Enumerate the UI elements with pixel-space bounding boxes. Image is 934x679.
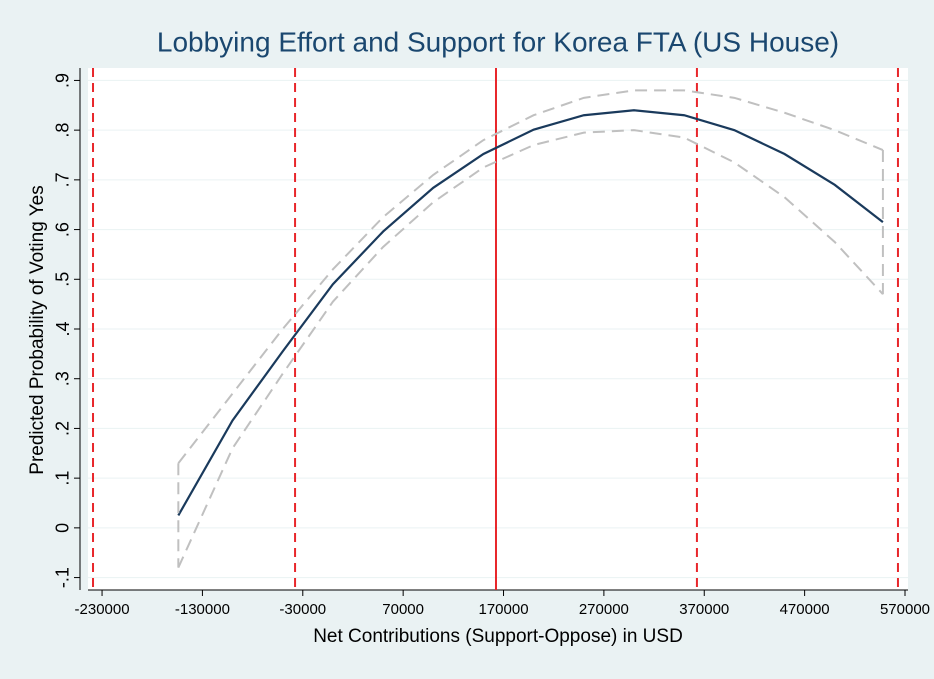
y-tick-label: .2 bbox=[53, 421, 73, 436]
x-axis-title: Net Contributions (Support-Oppose) in US… bbox=[313, 626, 683, 647]
x-tick-label: 570000 bbox=[880, 601, 930, 618]
chart-title: Lobbying Effort and Support for Korea FT… bbox=[157, 26, 839, 57]
y-tick-label: 0 bbox=[53, 523, 73, 533]
y-tick-label: .8 bbox=[53, 123, 73, 138]
x-tick-label: 470000 bbox=[780, 601, 830, 618]
x-tick-label: -230000 bbox=[75, 601, 130, 618]
y-tick-label: .7 bbox=[53, 172, 73, 187]
x-tick-label: -30000 bbox=[279, 601, 326, 618]
y-tick-label: .4 bbox=[53, 321, 73, 336]
x-tick-label: 370000 bbox=[679, 601, 729, 618]
y-tick-label: .5 bbox=[53, 272, 73, 287]
ci-line bbox=[177, 89, 884, 464]
prediction-line bbox=[177, 109, 884, 516]
y-tick-label: .1 bbox=[53, 471, 73, 486]
y-axis-title: Predicted Probability of Voting Yes bbox=[27, 185, 48, 474]
x-tick-label: 70000 bbox=[382, 601, 424, 618]
ci-line bbox=[177, 129, 884, 569]
y-tick-label: .3 bbox=[53, 371, 73, 386]
x-tick-label: 270000 bbox=[579, 601, 629, 618]
x-tick-label: 170000 bbox=[478, 601, 528, 618]
y-tick-label: -.1 bbox=[53, 567, 73, 588]
y-tick-label: .6 bbox=[53, 222, 73, 237]
y-tick-label: .9 bbox=[53, 73, 73, 88]
x-tick-label: -130000 bbox=[175, 601, 230, 618]
